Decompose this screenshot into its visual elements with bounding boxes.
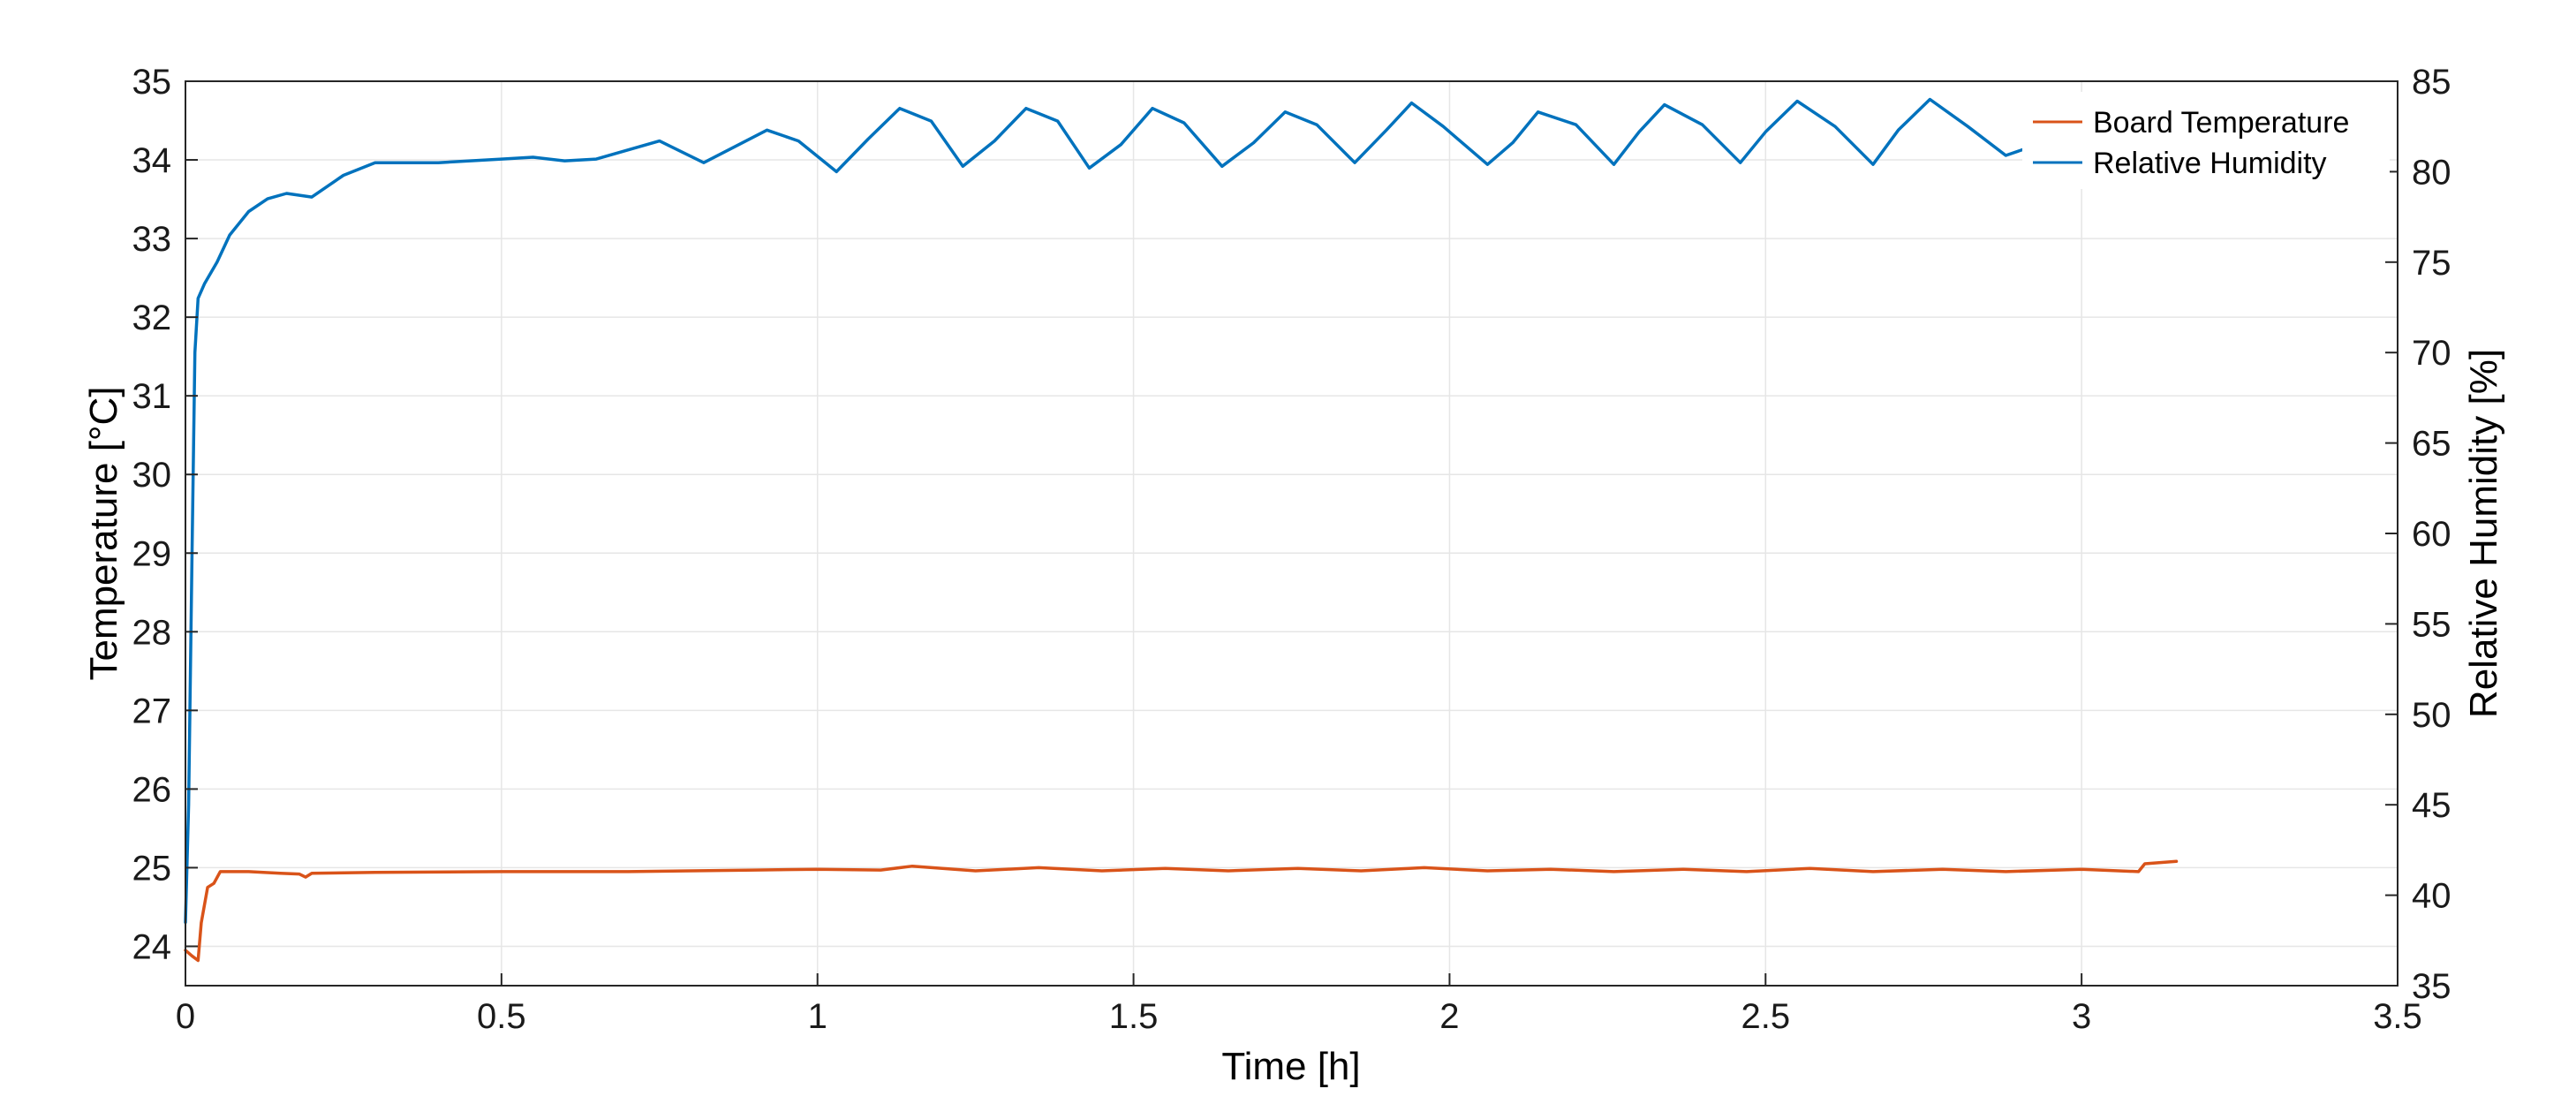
- legend-label-board-temperature: Board Temperature: [2093, 106, 2349, 140]
- left-y-tick-label: 25: [132, 849, 172, 888]
- x-tick-label: 0: [176, 997, 195, 1036]
- left-y-tick-label: 28: [132, 613, 172, 652]
- left-y-axis-label: Temperature [°C]: [82, 386, 125, 680]
- x-tick-label: 3: [2072, 997, 2091, 1036]
- right-y-tick-label: 70: [2412, 334, 2451, 373]
- x-axis-ticks: 0 0.5 1 1.5 2 2.5 3 3.5: [176, 973, 2422, 1036]
- x-tick-label: 1: [808, 997, 827, 1036]
- right-y-tick-label: 65: [2412, 425, 2451, 464]
- series-lines: [184, 97, 2179, 963]
- left-y-tick-label: 26: [132, 770, 172, 809]
- right-y-tick-label: 45: [2412, 786, 2451, 825]
- right-y-tick-label: 80: [2412, 153, 2451, 192]
- right-y-tick-label: 50: [2412, 696, 2451, 735]
- x-tick-label: 1.5: [1109, 997, 1159, 1036]
- right-y-tick-label: 40: [2412, 877, 2451, 916]
- left-y-tick-label: 31: [132, 377, 172, 416]
- right-y-axis-label: Relative Humidity [%]: [2462, 349, 2505, 718]
- x-axis-label: Time [h]: [1221, 1045, 1360, 1088]
- series-line-relative-humidity: [184, 97, 2179, 925]
- x-tick-label: 3.5: [2373, 997, 2422, 1036]
- legend-box: [2022, 92, 2390, 189]
- left-y-tick-label: 30: [132, 456, 172, 495]
- left-y-tick-label: 35: [132, 63, 172, 102]
- x-tick-label: 2.5: [1741, 997, 1790, 1036]
- left-y-tick-label: 34: [132, 141, 172, 180]
- right-y-tick-label: 60: [2412, 515, 2451, 554]
- left-y-axis-ticks: 24 25 26 27 28 29 30 31 32 33 34 35: [132, 63, 198, 966]
- right-y-tick-label: 35: [2412, 967, 2451, 1006]
- x-tick-label: 0.5: [477, 997, 526, 1036]
- left-y-tick-label: 33: [132, 220, 172, 259]
- left-y-tick-label: 24: [132, 927, 172, 966]
- left-y-tick-label: 32: [132, 299, 172, 337]
- right-y-tick-label: 85: [2412, 63, 2451, 102]
- legend: Board Temperature Relative Humidity: [2022, 92, 2390, 189]
- right-y-tick-label: 55: [2412, 605, 2451, 644]
- left-y-tick-label: 27: [132, 692, 172, 730]
- right-y-tick-label: 75: [2412, 244, 2451, 283]
- left-y-tick-label: 29: [132, 534, 172, 573]
- series-line-board-temperature: [184, 859, 2179, 963]
- legend-label-relative-humidity: Relative Humidity: [2093, 147, 2327, 180]
- x-tick-label: 2: [1439, 997, 1459, 1036]
